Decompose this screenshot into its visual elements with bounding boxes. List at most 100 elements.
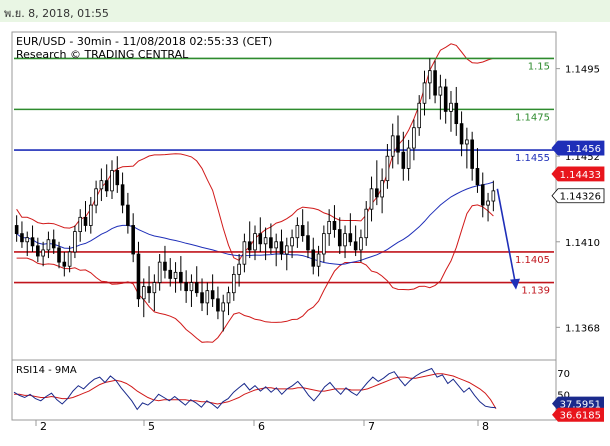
- level-label: 1.1405: [515, 255, 550, 266]
- candle-body: [157, 261, 162, 283]
- candle: [279, 229, 284, 261]
- candle: [210, 274, 215, 307]
- price-tick-label: 1.1368: [565, 323, 600, 334]
- candle-body: [179, 271, 183, 283]
- time-tick-label: 5: [148, 420, 155, 433]
- time-tick-label: 6: [258, 420, 265, 433]
- candle: [94, 180, 98, 214]
- price-tag-box: [551, 166, 605, 182]
- price-tags: 1.1456 1.14433 1.14326: [551, 140, 605, 204]
- candle-body: [189, 282, 194, 292]
- candle: [62, 251, 67, 277]
- candle: [449, 91, 453, 132]
- support-resistance-levels: 1.15 1.1475 1.1455 1.1405 1.139: [14, 57, 554, 297]
- rsi-label: RSI14 - 9MA: [16, 365, 77, 376]
- candle: [242, 233, 247, 273]
- candle-body: [110, 170, 114, 192]
- candle: [36, 237, 40, 263]
- candle: [20, 221, 24, 248]
- price-tag: 1.14326: [551, 188, 605, 204]
- candle: [83, 201, 88, 232]
- price-tag-label: 1.1456: [566, 144, 601, 155]
- candle: [247, 221, 252, 259]
- candle: [327, 209, 331, 246]
- time-tick-label: 2: [40, 420, 47, 433]
- candle-body: [417, 102, 421, 129]
- candle: [78, 209, 83, 242]
- candle-body: [263, 237, 268, 245]
- candle: [147, 266, 151, 303]
- candle-body: [459, 123, 464, 145]
- rsi-line: [13, 367, 497, 411]
- candle-body: [141, 286, 146, 300]
- candle: [205, 282, 210, 316]
- candle-body: [136, 253, 141, 300]
- price-tag: 1.1456: [551, 140, 605, 156]
- candle-body: [173, 271, 178, 279]
- candle-body: [242, 241, 247, 265]
- candle-body: [332, 221, 337, 230]
- candle: [194, 266, 199, 297]
- candle: [46, 231, 51, 259]
- candle: [300, 209, 305, 242]
- candle: [295, 217, 300, 248]
- main-panel: [11, 31, 557, 367]
- candle: [157, 254, 162, 291]
- projection-arrow: [496, 188, 520, 290]
- candle-body: [401, 151, 406, 169]
- rsi-ma-line: [14, 373, 497, 409]
- candle-body: [232, 273, 236, 294]
- candle-body: [41, 249, 45, 257]
- price-tag-box: [551, 188, 605, 204]
- candle-body: [269, 237, 273, 249]
- candle-body: [422, 82, 427, 104]
- candle-body: [104, 180, 109, 192]
- candle: [41, 241, 45, 267]
- candle: [359, 229, 363, 263]
- candle-body: [327, 221, 331, 235]
- candle-body: [73, 231, 77, 253]
- rsi-value-tag: 37.5951: [552, 396, 604, 411]
- rsi-value-tag: 36.6185: [552, 407, 604, 422]
- candle-body: [36, 245, 40, 257]
- price-chart: 1.15 1.1475 1.1455 1.1405 1.139 1.1495 1.1452…: [11, 31, 605, 433]
- candle-body: [14, 225, 19, 235]
- chart-subtitle: Research © TRADING CENTRAL: [16, 48, 189, 61]
- candle: [274, 233, 278, 267]
- candle: [189, 274, 194, 307]
- candle-body: [163, 261, 167, 271]
- candle-body: [83, 216, 88, 226]
- candle-body: [290, 237, 294, 247]
- candle: [184, 270, 188, 303]
- price-tag-label: 1.14433: [560, 170, 601, 181]
- candle-body: [20, 233, 24, 243]
- level-label: 1.15: [528, 61, 550, 72]
- candle: [14, 215, 19, 242]
- candle-body: [443, 86, 448, 112]
- rsi-value-label: 36.6185: [560, 411, 601, 422]
- candle: [390, 123, 395, 169]
- candle: [136, 241, 141, 307]
- price-tag-label: 1.14326: [560, 192, 601, 203]
- candle: [385, 144, 390, 189]
- candle: [480, 172, 485, 218]
- candle-body: [99, 180, 104, 190]
- candle: [200, 278, 204, 312]
- candle: [332, 205, 337, 238]
- candle-body: [322, 233, 326, 255]
- candle: [104, 164, 109, 197]
- candle-body: [454, 102, 459, 125]
- candle: [401, 131, 406, 181]
- candle: [433, 60, 437, 104]
- candle: [343, 225, 347, 259]
- candle: [263, 227, 268, 261]
- candle: [284, 237, 289, 271]
- candle: [459, 111, 464, 157]
- candle: [221, 294, 226, 332]
- candle-body: [480, 184, 485, 206]
- candle-body: [237, 263, 241, 275]
- candle-body: [115, 170, 120, 186]
- candle: [141, 278, 146, 318]
- rsi-panel: [11, 359, 557, 421]
